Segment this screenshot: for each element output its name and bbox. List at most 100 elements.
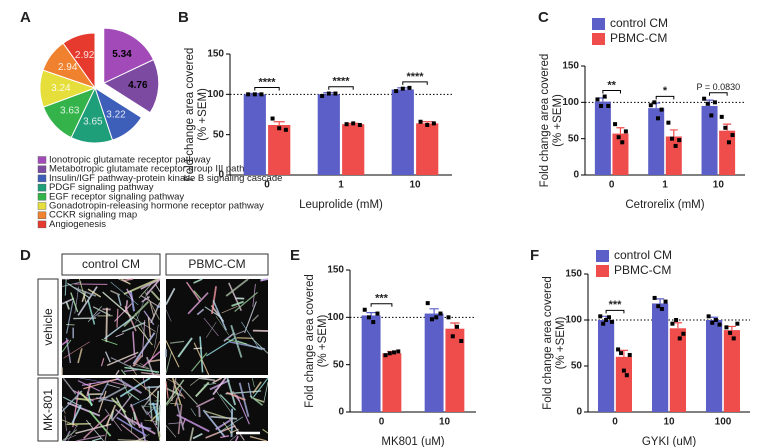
neurite xyxy=(87,288,102,298)
legend-label: EGF receptor signaling pathway xyxy=(49,191,184,202)
data-point xyxy=(674,318,679,322)
x-tick-label: 0 xyxy=(612,417,618,428)
neurite xyxy=(104,351,111,363)
legend-label: Insulin/IGF pathway-protein kinase B sig… xyxy=(49,173,282,184)
significance-label: * xyxy=(663,85,668,97)
slice-label: 3.22 xyxy=(106,109,126,120)
slice-label: 5.34 xyxy=(112,49,132,60)
bar xyxy=(243,94,266,175)
significance-bracket xyxy=(655,95,675,100)
neurite xyxy=(61,339,72,353)
neurite xyxy=(249,395,263,406)
bar xyxy=(382,353,402,412)
legend-swatch xyxy=(37,183,47,192)
legend-swatch xyxy=(596,265,609,277)
neurite xyxy=(170,378,177,402)
data-point xyxy=(616,347,621,352)
neurite xyxy=(119,377,151,398)
data-point xyxy=(604,318,609,322)
data-point xyxy=(613,122,618,127)
data-point xyxy=(599,103,604,108)
y-tick-label: 50 xyxy=(568,133,580,144)
data-point xyxy=(375,311,380,316)
data-point xyxy=(270,116,275,121)
neurite xyxy=(226,391,246,401)
data-point xyxy=(670,136,674,141)
neurite xyxy=(70,292,79,313)
neurite xyxy=(223,332,236,342)
y-tick-label: 0 xyxy=(576,407,582,418)
neurite xyxy=(123,415,156,435)
data-point xyxy=(459,339,464,343)
neurite xyxy=(193,347,203,350)
neurite xyxy=(218,416,243,433)
significance-label: **** xyxy=(258,76,276,88)
neurite xyxy=(123,355,137,364)
data-point xyxy=(648,103,653,108)
neurite xyxy=(129,290,136,312)
data-point xyxy=(371,320,376,325)
neurite xyxy=(133,411,137,421)
neurite xyxy=(228,417,245,441)
neurite xyxy=(176,388,183,399)
neurite xyxy=(168,422,182,425)
x-tick-label: 10 xyxy=(663,417,675,428)
neurite xyxy=(226,377,237,406)
neurite xyxy=(154,324,159,349)
y-tick-label: 100 xyxy=(565,315,582,326)
data-point xyxy=(666,120,671,125)
significance-bracket xyxy=(328,86,354,90)
neurite xyxy=(67,282,91,299)
neurite xyxy=(86,382,92,397)
data-point xyxy=(652,295,657,300)
slice-label: 2.92 xyxy=(75,50,95,61)
neurite xyxy=(83,378,118,390)
data-point xyxy=(724,325,729,330)
neurite xyxy=(90,311,101,320)
neurite xyxy=(206,321,217,338)
neurite xyxy=(61,297,75,305)
y-axis-label: Fold change area covered xyxy=(539,54,551,188)
neurite xyxy=(196,308,205,316)
bar xyxy=(615,356,633,412)
neurite xyxy=(203,317,219,337)
slice-label: 3.24 xyxy=(51,83,71,94)
legend-swatch xyxy=(37,211,47,219)
slice-label: 3.63 xyxy=(60,106,80,117)
data-point xyxy=(326,91,331,96)
neurite xyxy=(150,290,161,301)
y-axis-label: (% +SEM) xyxy=(555,316,567,369)
neurite xyxy=(234,291,258,312)
bar xyxy=(594,101,611,175)
data-point xyxy=(623,129,628,134)
neurite xyxy=(79,377,107,383)
neurite xyxy=(202,409,226,438)
data-point xyxy=(656,116,660,121)
neurite xyxy=(104,408,123,432)
neurite xyxy=(105,404,117,427)
data-point xyxy=(702,96,707,101)
legend-swatch xyxy=(37,174,47,183)
neurite xyxy=(64,430,71,442)
neurite xyxy=(67,401,101,417)
neurite xyxy=(115,408,136,426)
legend-label: PBMC-CM xyxy=(614,263,671,277)
panel-letter: E xyxy=(290,247,300,264)
neurite xyxy=(146,356,155,376)
neurite xyxy=(203,382,217,386)
y-axis-label: (% +SEM) xyxy=(552,94,564,147)
data-point xyxy=(652,100,657,105)
data-point xyxy=(677,138,682,143)
significance-label: *** xyxy=(609,299,623,311)
neurite xyxy=(100,358,105,367)
neurite xyxy=(220,435,230,439)
data-point xyxy=(606,103,611,108)
neurite xyxy=(106,351,139,367)
data-point xyxy=(681,331,686,336)
neurite xyxy=(191,352,208,372)
significance-label: *** xyxy=(375,293,389,305)
neurite xyxy=(165,309,172,322)
error-bar xyxy=(656,298,665,304)
bar xyxy=(361,315,381,412)
